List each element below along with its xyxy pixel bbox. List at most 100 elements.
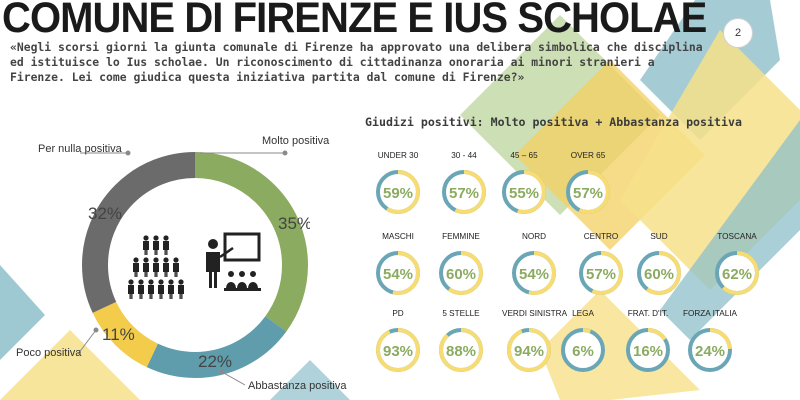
gauge-pd: PD 93% (371, 308, 425, 374)
gauge-value-arc (626, 328, 670, 372)
gauge-label: VERDI SINISTRA (502, 309, 568, 318)
gauge-value-arc (579, 251, 623, 295)
legend-label-per-nulla: Per nulla positiva (38, 143, 122, 155)
bg-triangle-yellow-left (0, 330, 140, 400)
gauge-value-label: 57% (586, 266, 616, 283)
page-number: 2 (723, 18, 753, 48)
gauge-value-label: 55% (509, 185, 539, 202)
gauge-value-arc (376, 170, 420, 214)
gauge-value-label: 59% (383, 185, 413, 202)
bg-diamond-yellow-bottom (540, 290, 700, 400)
gauge-value-label: 6% (572, 343, 594, 360)
gauge-label: NORD (521, 232, 547, 241)
gauge-forza-italia: FORZA ITALIA 24% (683, 308, 737, 374)
gauge-ring: 57% (579, 251, 623, 295)
page-title: COMUNE DI FIRENZE E IUS SCHOLAE (2, 0, 707, 42)
gauge-verdi-sinistra: VERDI SINISTRA 94% (502, 308, 568, 374)
gauge-ring: 59% (376, 170, 420, 214)
gauge-ring: 88% (439, 328, 483, 372)
gauge-sud: SUD 60% (632, 231, 686, 297)
gauge-label: OVER 65 (570, 151, 606, 160)
gauge-value-label: 57% (573, 185, 603, 202)
gauge-value-label: 54% (383, 266, 413, 283)
gauge-value-arc (439, 328, 483, 372)
gauge-value-label: 88% (446, 343, 476, 360)
gauge-5-stelle: 5 STELLE 88% (434, 308, 488, 374)
gauge-value-label: 94% (514, 343, 544, 360)
bg-triangle-teal-left (0, 265, 45, 360)
gauge-frat-d-it: FRAT. D'IT. 16% (621, 308, 675, 374)
gauge-label: UNDER 30 (377, 151, 419, 160)
gauge-over-65: OVER 65 57% (561, 150, 615, 216)
gauge-label: 45 – 65 (510, 151, 538, 160)
gauge-ring: 60% (637, 251, 681, 295)
gauge-value-arc (376, 328, 420, 372)
gauge-ring: 62% (715, 251, 759, 295)
gauge-label: CENTRO (583, 232, 619, 241)
gauge-ring: 16% (626, 328, 670, 372)
gauge-label: LEGA (572, 309, 594, 318)
classroom-teacher-students-icon (128, 232, 261, 299)
gauge-ring: 54% (512, 251, 556, 295)
gauge-value-label: 60% (446, 266, 476, 283)
gauge-value-arc (376, 251, 420, 295)
gauge-ring: 57% (442, 170, 486, 214)
gauge-30-44: 30 - 44 57% (437, 150, 491, 216)
gauge-ring: 24% (688, 328, 732, 372)
gauge-ring: 6% (561, 328, 605, 372)
donut-slice-4 (82, 152, 308, 378)
gauge-label: SUD (650, 232, 668, 241)
gauge-value-arc (561, 328, 605, 372)
gauge-value-label: 60% (644, 266, 674, 283)
bg-stripe-teal-right (660, 120, 800, 340)
survey-question: «Negli scorsi giorni la giunta comunale … (10, 40, 703, 84)
gauge-value-arc (512, 251, 556, 295)
gauge-45-65: 45 – 65 55% (497, 150, 551, 216)
legend-label-poco: Poco positiva (16, 347, 82, 359)
bg-triangle-teal-bottom (270, 360, 350, 400)
legend-label-abbastanza: Abbastanza positiva (248, 380, 347, 392)
gauge-nord: NORD 54% (507, 231, 561, 297)
gauge-ring: 93% (376, 328, 420, 372)
gauge-label: FEMMINE (442, 232, 480, 241)
gauge-under-30: UNDER 30 59% (371, 150, 425, 216)
gauge-centro: CENTRO 57% (574, 231, 628, 297)
gauge-value-arc (502, 170, 546, 214)
gauge-label: TOSCANA (717, 232, 757, 241)
donut-value-label-abbastanza: 22% (198, 352, 232, 371)
gauge-value-label: 24% (695, 343, 725, 360)
gauge-ring: 94% (507, 328, 551, 372)
gauge-value-arc (637, 251, 681, 295)
gauge-ring: 54% (376, 251, 420, 295)
gauge-value-label: 57% (449, 185, 479, 202)
donut-value-label-poco: 11% (102, 325, 135, 344)
gauge-value-label: 54% (519, 266, 549, 283)
gauge-value-label: 16% (633, 343, 663, 360)
donut-value-label-molto: 35% (278, 214, 310, 233)
legend-label-molto: Molto positiva (262, 135, 330, 147)
gauge-value-label: 93% (383, 343, 413, 360)
gauge-ring: 55% (502, 170, 546, 214)
donut-chart: 35% 22% 11% 32% (82, 152, 310, 378)
gauge-label: MASCHI (382, 232, 414, 241)
donut-slice-2 (82, 152, 308, 378)
donut-value-label-per-nulla: 32% (88, 204, 122, 223)
gauge-label: 5 STELLE (442, 309, 480, 318)
gauge-label: FRAT. D'IT. (627, 309, 669, 318)
gauge-value-label: 62% (722, 266, 752, 283)
gauge-toscana: TOSCANA 62% (710, 231, 764, 297)
gauge-femmine: FEMMINE 60% (434, 231, 488, 297)
gauge-maschi: MASCHI 54% (371, 231, 425, 297)
gauge-value-arc (442, 170, 486, 214)
gauge-label: FORZA ITALIA (683, 309, 737, 318)
gauges-title: Giudizi positivi: Molto positiva + Abbas… (365, 115, 742, 129)
gauge-value-arc (566, 170, 610, 214)
gauge-value-arc (715, 251, 759, 295)
gauge-ring: 60% (439, 251, 483, 295)
gauge-value-arc (439, 251, 483, 295)
gauge-label: PD (392, 309, 404, 318)
gauge-value-arc (688, 328, 732, 372)
gauge-lega: LEGA 6% (556, 308, 610, 374)
